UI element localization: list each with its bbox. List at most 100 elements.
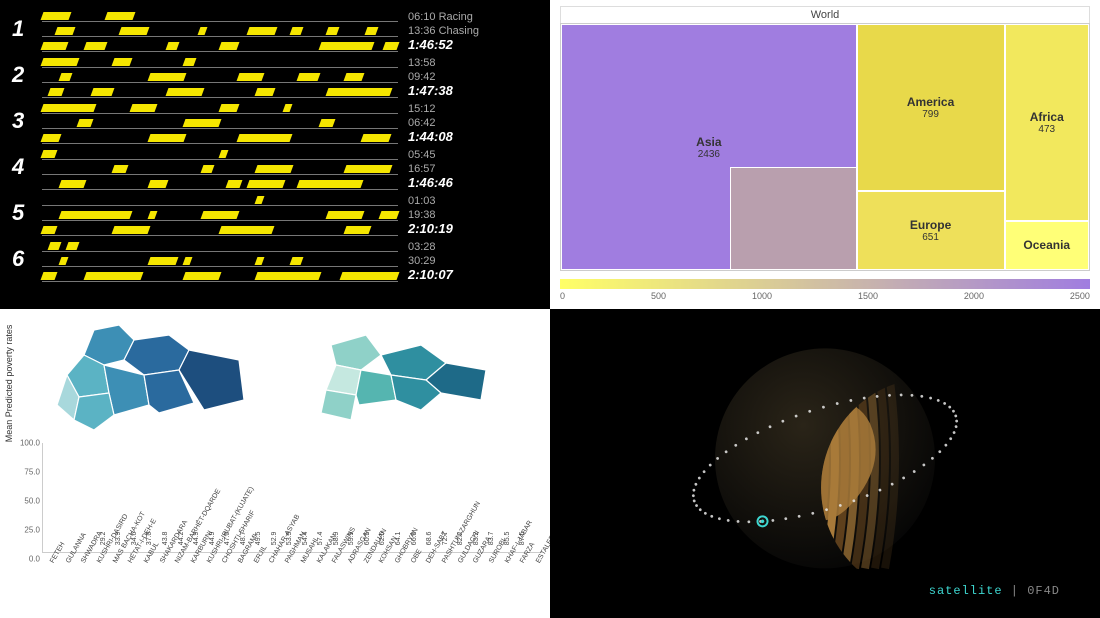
- lane: 213:5809:421:47:38: [12, 56, 538, 98]
- treemap-node[interactable]: America799: [857, 24, 1005, 191]
- node-value: 799: [922, 109, 939, 120]
- poverty-panel: Mean Predicted poverty rates 0.025.050.0…: [0, 309, 550, 618]
- lane-labels: 05:4516:571:46:46: [408, 148, 538, 190]
- node-value: 2436: [698, 149, 720, 160]
- track: [42, 117, 398, 129]
- region[interactable]: [331, 335, 381, 370]
- treemap-body[interactable]: Asia2436America799Europe651Africa473Ocea…: [560, 23, 1090, 271]
- scale-tick: 1000: [752, 291, 772, 301]
- lane-split: 13:58: [408, 56, 538, 70]
- segment: [290, 257, 304, 265]
- segment: [41, 134, 62, 142]
- segment: [48, 242, 62, 250]
- treemap-node[interactable]: [730, 167, 857, 270]
- treemap-node[interactable]: Europe651: [857, 191, 1005, 270]
- segment: [219, 150, 229, 158]
- lane-total: 2:10:07: [408, 268, 538, 282]
- choropleth-map-2[interactable]: [290, 315, 512, 435]
- region[interactable]: [74, 393, 114, 430]
- node-label: Oceania: [1023, 238, 1070, 252]
- track: [42, 194, 398, 206]
- segment: [165, 88, 204, 96]
- x-label: KALAKAN: [309, 559, 323, 614]
- x-label: KABUL: [136, 559, 150, 614]
- lane-number: 2: [12, 62, 24, 88]
- x-label: KUSHRI-IRUBAT-(KUJATE): [199, 559, 213, 614]
- lane-split: 01:03: [408, 194, 538, 208]
- lane-split: 05:45: [408, 148, 538, 162]
- segment: [226, 180, 243, 188]
- map-pair: [8, 315, 542, 435]
- segment: [254, 257, 264, 265]
- segment: [147, 134, 186, 142]
- sat-word: satellite: [929, 584, 1003, 598]
- y-tick: 0.0: [29, 555, 40, 564]
- lane-labels: 15:1206:421:44:08: [408, 102, 538, 144]
- lane-tracks: [42, 240, 398, 282]
- segment: [254, 272, 321, 280]
- x-label: CHAHAR-ASYAB: [262, 559, 276, 614]
- segment: [236, 134, 292, 142]
- segment: [112, 226, 151, 234]
- node-value: 473: [1038, 124, 1055, 135]
- x-axis-labels: FETEHGULANNASHWADRAKUSHRI-DASIRDMAS BACH…: [42, 559, 542, 614]
- segment: [147, 180, 168, 188]
- race-timeline-panel: 106:10 Racing13:36 Chasing1:46:52213:580…: [0, 0, 550, 309]
- lane-labels: 03:2830:292:10:07: [408, 240, 538, 282]
- segment: [48, 88, 65, 96]
- track: [42, 86, 398, 98]
- lane-split: 19:38: [408, 208, 538, 222]
- track: [42, 240, 398, 252]
- x-label: FETEH: [42, 559, 56, 614]
- x-label: OBE: [403, 559, 417, 614]
- segment: [183, 58, 197, 66]
- segment: [219, 42, 240, 50]
- segment: [183, 272, 222, 280]
- treemap-node[interactable]: Oceania: [1005, 221, 1089, 270]
- segment: [297, 73, 321, 81]
- y-tick: 25.0: [24, 526, 40, 535]
- segment: [83, 272, 143, 280]
- segment: [219, 104, 240, 112]
- scale-tick: 2000: [964, 291, 984, 301]
- lane: 603:2830:292:10:07: [12, 240, 538, 282]
- segment: [219, 226, 275, 234]
- segment: [325, 88, 392, 96]
- track: [42, 270, 398, 282]
- node-value: 651: [922, 232, 939, 243]
- globe-viz[interactable]: [655, 318, 995, 598]
- segment: [41, 104, 97, 112]
- segment: [343, 226, 371, 234]
- track: [42, 56, 398, 68]
- segment: [254, 165, 293, 173]
- lane-split: 13:36 Chasing: [408, 24, 538, 38]
- segment: [236, 73, 264, 81]
- sat-sep: |: [1011, 584, 1027, 598]
- segment: [41, 150, 58, 158]
- scale-tick: 2500: [1070, 291, 1090, 301]
- node-label: America: [907, 95, 954, 109]
- x-label: KUSHRI-DASIRD: [89, 559, 103, 614]
- lane-number: 5: [12, 200, 24, 226]
- lane-total: 1:47:38: [408, 84, 538, 98]
- node-label: Africa: [1030, 110, 1064, 124]
- x-label: FARZA: [513, 559, 527, 614]
- lane: 501:0319:382:10:19: [12, 194, 538, 236]
- treemap-color-scale: [560, 279, 1090, 289]
- lane-tracks: [42, 102, 398, 144]
- region[interactable]: [356, 370, 396, 405]
- x-label: GULDACHI: [450, 559, 464, 614]
- scale-tick: 0: [560, 291, 565, 301]
- segment: [183, 257, 193, 265]
- region[interactable]: [321, 390, 356, 420]
- segment: [254, 196, 264, 204]
- segment: [41, 272, 58, 280]
- lane-number: 1: [12, 16, 24, 42]
- globe-panel: satellite | 0F4D: [550, 309, 1100, 618]
- choropleth-map-1[interactable]: [38, 315, 260, 435]
- segment: [247, 180, 286, 188]
- segment: [201, 165, 215, 173]
- x-label: BAGRAMI: [230, 559, 244, 614]
- lane-split: 06:42: [408, 116, 538, 130]
- treemap-node[interactable]: Africa473: [1005, 24, 1089, 221]
